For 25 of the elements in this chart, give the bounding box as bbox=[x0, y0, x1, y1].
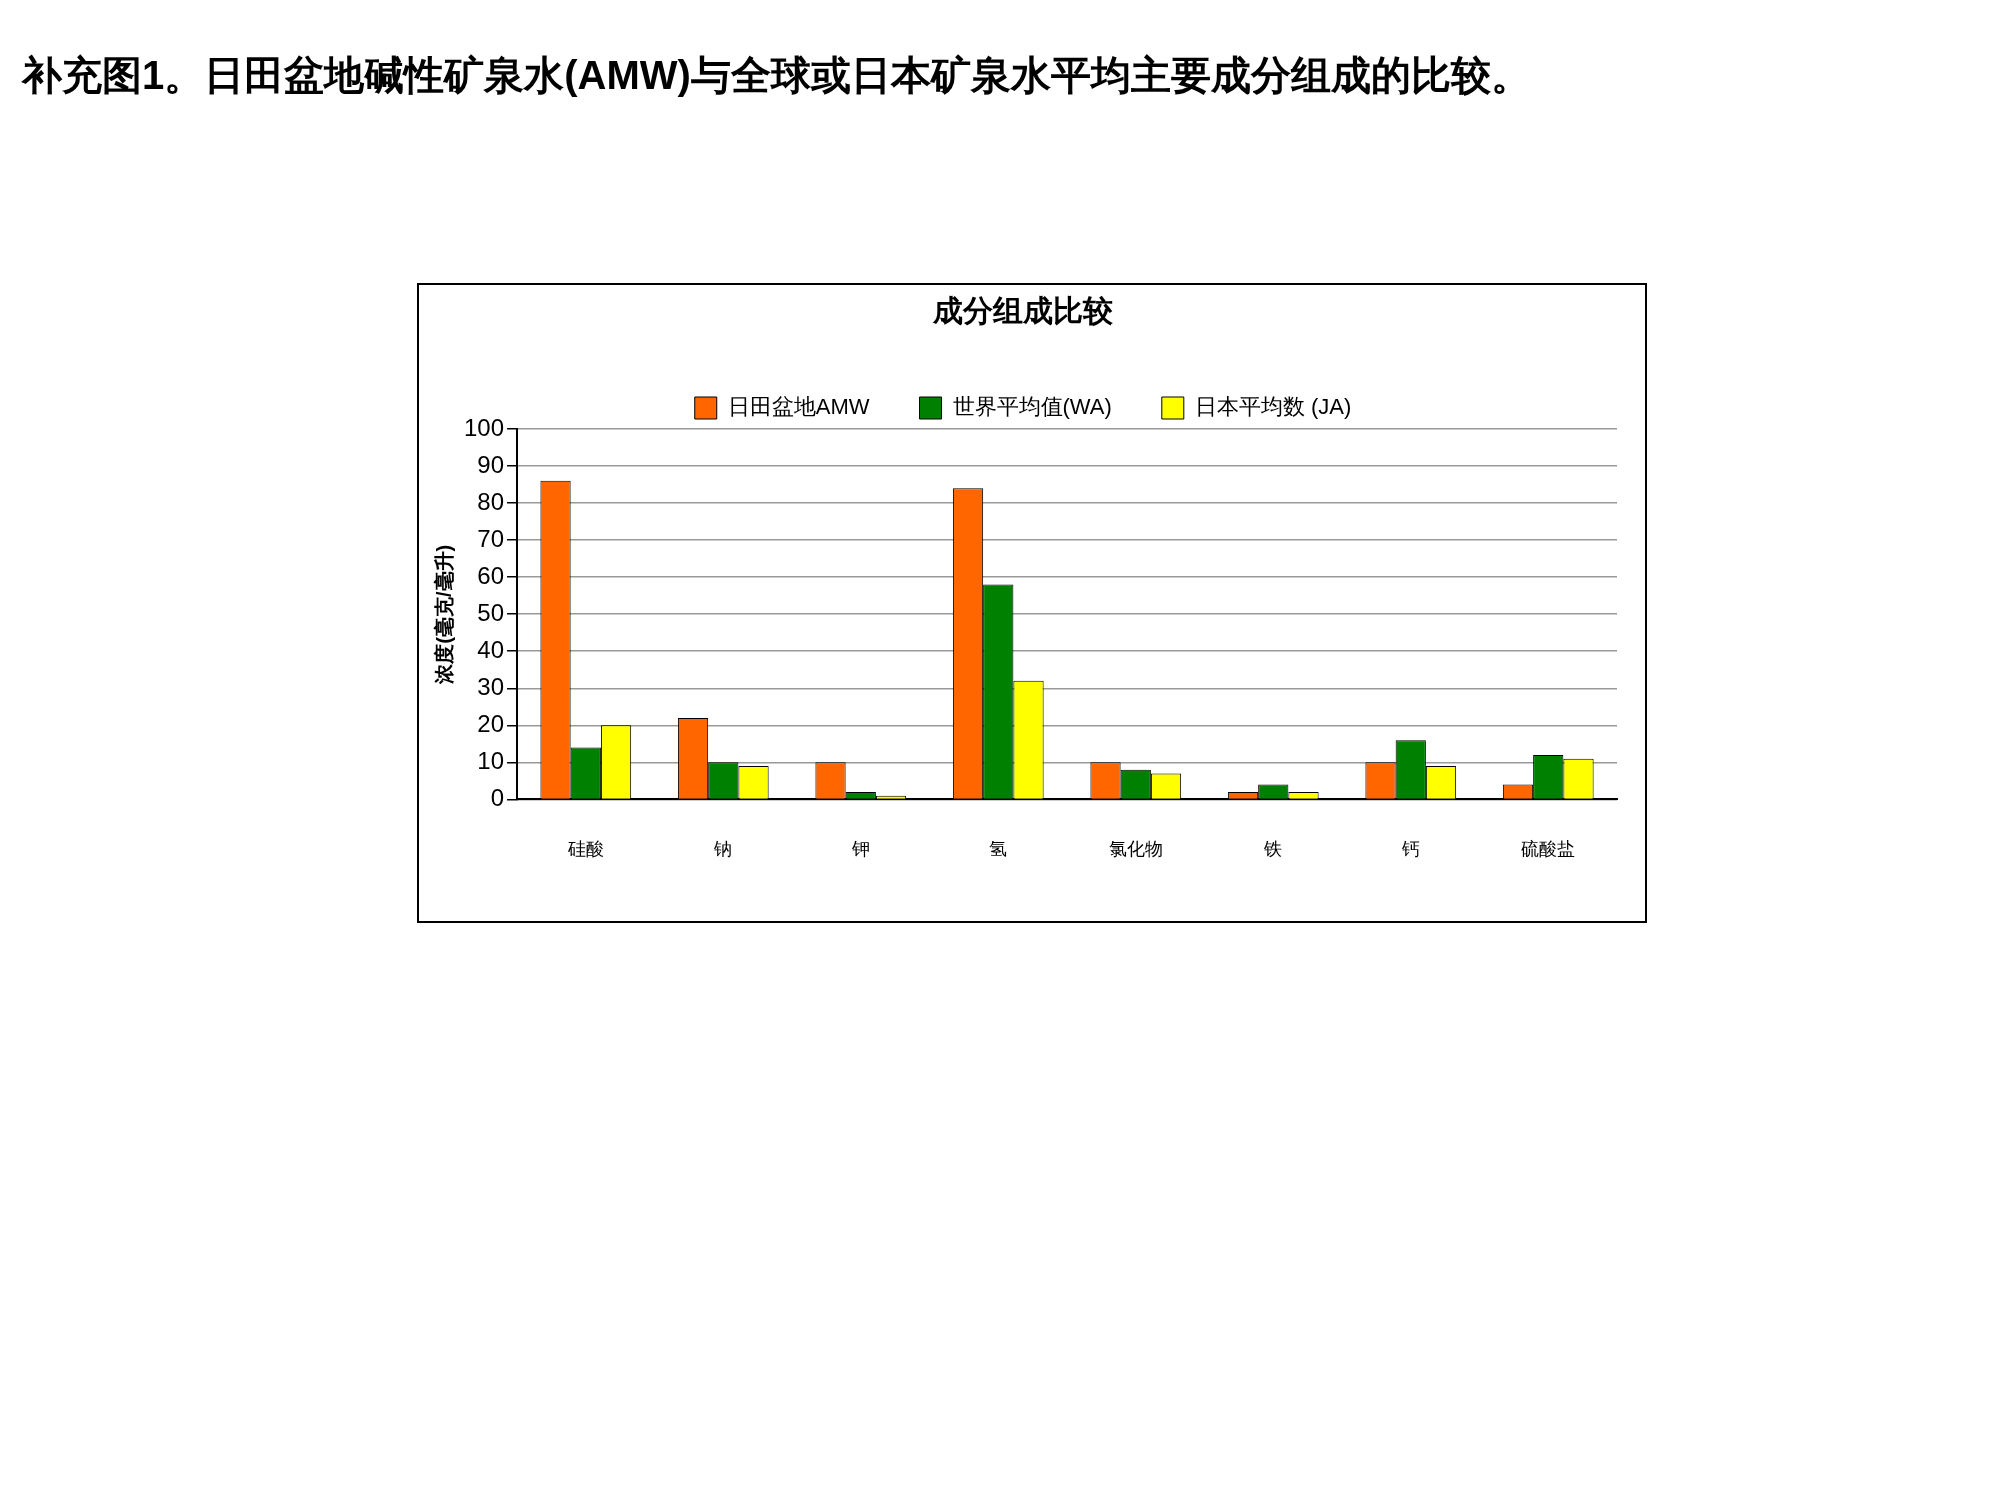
x-tick-label: 硫酸盐 bbox=[1521, 839, 1576, 860]
y-tick-label: 80 bbox=[477, 487, 505, 515]
chart-title: 补充图1。日田盆地碱性矿泉水(AMW)与全球或日本矿泉水平均主要成分组成的比较。 bbox=[22, 52, 1531, 99]
legend-label: 日本平均数 (JA) bbox=[1194, 394, 1352, 420]
x-tick-label: 钠 bbox=[713, 839, 733, 860]
y-tick-label: 40 bbox=[477, 635, 505, 663]
y-tick-label: 90 bbox=[477, 450, 505, 478]
y-tick-label: 10 bbox=[477, 746, 505, 774]
legend-label: 日田盆地AMW bbox=[727, 394, 870, 420]
x-tick-label: 钙 bbox=[1400, 839, 1420, 860]
y-tick-label: 70 bbox=[477, 524, 505, 552]
y-tick-label: 100 bbox=[464, 413, 505, 441]
legend-label: 世界平均值(WA) bbox=[952, 394, 1112, 420]
x-tick-label: 氯化物 bbox=[1108, 839, 1163, 860]
y-tick-label: 0 bbox=[490, 784, 505, 812]
y-tick-label: 30 bbox=[477, 672, 505, 700]
x-tick-label: 硅酸 bbox=[566, 839, 604, 860]
x-tick-label: 钾 bbox=[850, 839, 870, 860]
chart-subtitle: 成分组成比较 bbox=[932, 294, 1114, 328]
x-tick-label: 氢 bbox=[989, 839, 1008, 860]
y-axis-title: 浓度(毫克/毫升) bbox=[432, 544, 455, 685]
y-tick-label: 20 bbox=[477, 709, 505, 737]
x-tick-label: 铁 bbox=[1263, 839, 1283, 860]
y-tick-label: 50 bbox=[477, 598, 505, 626]
y-tick-label: 60 bbox=[477, 561, 505, 589]
